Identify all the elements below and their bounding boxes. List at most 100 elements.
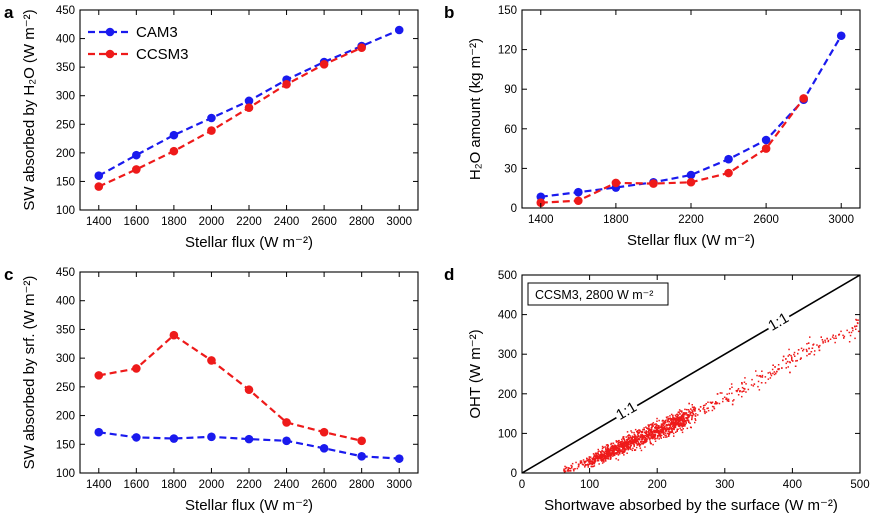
scatter-point bbox=[593, 461, 596, 464]
scatter-point bbox=[615, 448, 617, 451]
scatter-point bbox=[649, 441, 651, 443]
scatter-point bbox=[681, 413, 684, 416]
data-point-cam3 bbox=[244, 434, 254, 444]
data-point-ccsm3 bbox=[94, 371, 104, 380]
scatter-point bbox=[609, 447, 612, 449]
scatter-point bbox=[676, 418, 678, 420]
scatter-point bbox=[592, 465, 594, 468]
scatter-point bbox=[613, 452, 615, 455]
scatter-point bbox=[602, 457, 604, 459]
scatter-point bbox=[585, 460, 587, 463]
scatter-point bbox=[684, 420, 686, 423]
scatter-point bbox=[644, 431, 646, 434]
data-point-cam3 bbox=[357, 452, 366, 461]
scatter-point bbox=[631, 441, 634, 444]
scatter-point bbox=[814, 350, 816, 352]
scatter-point bbox=[826, 337, 828, 340]
scatter-point bbox=[620, 449, 622, 451]
scatter-point bbox=[589, 460, 591, 462]
data-point-cam3 bbox=[574, 187, 583, 197]
scatter-point bbox=[622, 451, 624, 453]
scatter-point bbox=[857, 322, 859, 325]
scatter-point bbox=[693, 413, 695, 416]
y-axis-title: SW absorbed by srf. (W m⁻²) bbox=[21, 276, 38, 470]
scatter-point bbox=[654, 433, 657, 436]
scatter-point bbox=[848, 331, 850, 334]
scatter-point bbox=[609, 453, 611, 455]
x-tick-label: 1800 bbox=[161, 216, 187, 228]
scatter-point bbox=[688, 421, 690, 424]
scatter-point bbox=[587, 463, 589, 466]
scatter-point bbox=[630, 444, 632, 447]
scatter-point bbox=[691, 414, 694, 417]
scatter-point bbox=[632, 443, 634, 445]
scatter-point bbox=[586, 457, 588, 460]
scatter-point bbox=[694, 421, 696, 424]
scatter-point bbox=[833, 337, 835, 340]
scatter-point bbox=[835, 337, 837, 339]
scatter-point bbox=[606, 456, 608, 458]
scatter-point bbox=[602, 458, 605, 461]
scatter-point bbox=[631, 431, 633, 434]
scatter-point bbox=[782, 359, 784, 362]
scatter-point bbox=[653, 429, 655, 432]
scatter-point bbox=[714, 403, 716, 405]
scatter-point bbox=[666, 424, 669, 426]
scatter-point bbox=[605, 453, 608, 456]
scatter-point bbox=[587, 458, 590, 461]
scatter-point bbox=[593, 465, 596, 467]
scatter-point bbox=[809, 336, 811, 338]
scatter-point bbox=[622, 449, 624, 452]
scatter-point bbox=[632, 447, 634, 450]
scatter-point bbox=[667, 428, 669, 430]
scatter-point bbox=[807, 342, 810, 344]
scatter-point bbox=[633, 431, 635, 434]
scatter-point bbox=[854, 337, 856, 340]
x-tick-label: 2800 bbox=[349, 479, 375, 491]
scatter-point bbox=[621, 443, 623, 445]
scatter-point bbox=[726, 398, 728, 400]
scatter-point bbox=[677, 422, 679, 425]
x-axis-title: Stellar flux (W m⁻²) bbox=[185, 234, 313, 251]
scatter-point bbox=[646, 431, 648, 433]
scatter-point bbox=[743, 381, 746, 383]
y-tick-label: 90 bbox=[504, 84, 517, 96]
scatter-point bbox=[588, 461, 590, 463]
inset-label-box bbox=[527, 282, 669, 306]
scatter-point bbox=[659, 432, 661, 435]
scatter-point bbox=[643, 435, 645, 438]
scatter-point bbox=[643, 438, 646, 441]
scatter-point bbox=[654, 438, 656, 440]
scatter-point bbox=[636, 436, 638, 439]
scatter-point bbox=[605, 450, 607, 452]
scatter-point bbox=[631, 442, 633, 445]
scatter-point bbox=[608, 453, 610, 456]
scatter-point bbox=[617, 454, 620, 456]
scatter-point bbox=[637, 443, 639, 445]
scatter-point bbox=[630, 448, 632, 450]
x-axis-title: Stellar flux (W m⁻²) bbox=[627, 232, 755, 249]
scatter-point bbox=[617, 447, 619, 450]
y-tick-label: 150 bbox=[498, 5, 517, 17]
scatter-point bbox=[630, 441, 633, 443]
scatter-point bbox=[730, 383, 733, 385]
scatter-point bbox=[615, 441, 618, 443]
scatter-point bbox=[640, 449, 643, 452]
scatter-point bbox=[662, 424, 665, 427]
scatter-point bbox=[824, 339, 826, 342]
scatter-point bbox=[654, 427, 656, 429]
scatter-point bbox=[831, 336, 834, 338]
y-tick-label: 500 bbox=[498, 270, 517, 282]
scatter-point bbox=[662, 430, 665, 433]
scatter-point bbox=[637, 440, 639, 443]
y-tick-label: 60 bbox=[504, 124, 517, 136]
scatter-point bbox=[614, 444, 616, 446]
scatter-point bbox=[626, 431, 629, 433]
x-tick-label: 200 bbox=[648, 479, 667, 491]
scatter-point bbox=[737, 388, 740, 390]
y-tick-label: 200 bbox=[56, 411, 75, 423]
scatter-point bbox=[605, 453, 608, 455]
x-tick-label: 3000 bbox=[828, 214, 854, 226]
series-line-ccsm3 bbox=[98, 46, 363, 188]
scatter-point bbox=[594, 452, 597, 455]
